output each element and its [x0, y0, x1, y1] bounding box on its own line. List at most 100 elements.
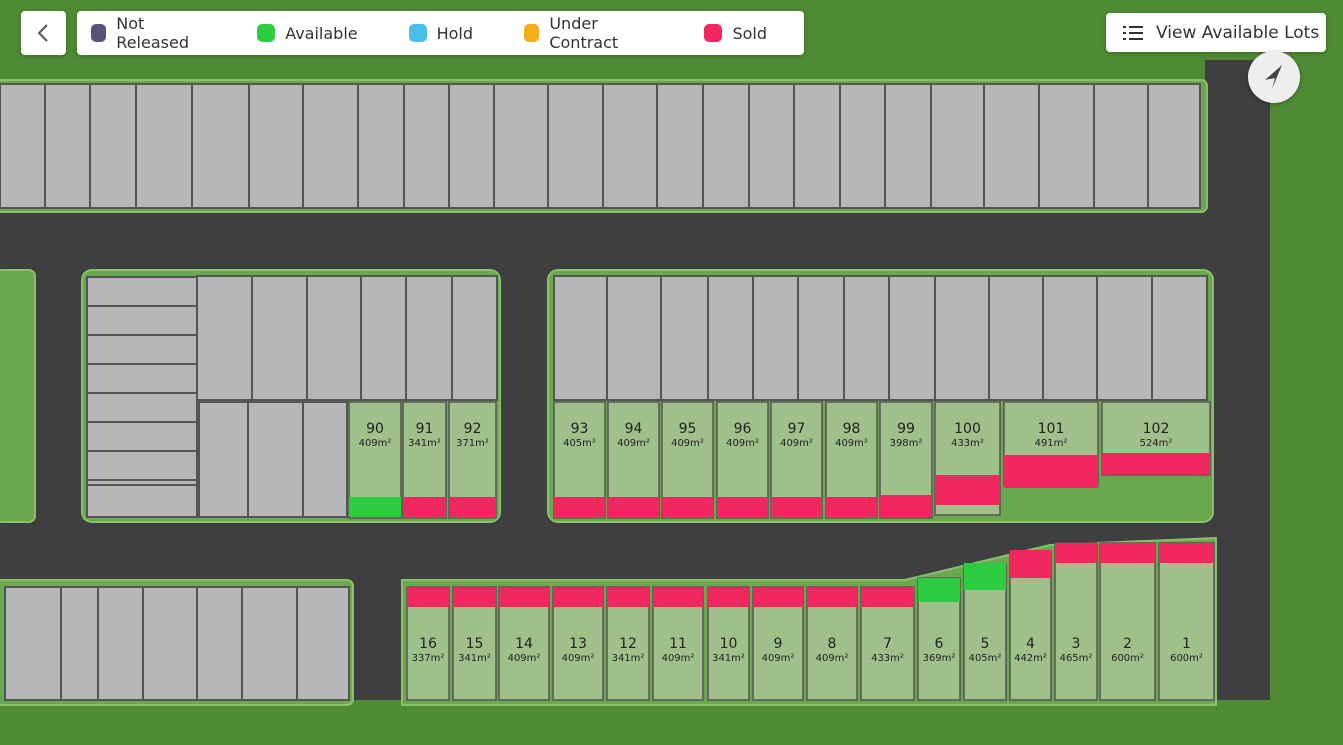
lot-status	[708, 587, 749, 607]
lot-status	[349, 497, 401, 517]
lot	[1099, 542, 1156, 701]
lot-number: 91	[416, 421, 434, 437]
lot-shape	[357, 83, 405, 209]
lot-number: 9	[774, 636, 783, 652]
lot-shape	[360, 275, 407, 401]
lot-number: 14	[515, 636, 533, 652]
lot-area: 442m²	[1014, 653, 1047, 664]
lot-shape	[135, 83, 193, 209]
lot-shape	[797, 275, 845, 401]
lot-shape	[198, 401, 249, 518]
lot-status	[453, 587, 496, 607]
lot-area: 491m²	[1035, 438, 1068, 449]
unreleased-lots	[0, 83, 1208, 701]
lot-shape	[196, 586, 243, 701]
lot-status	[662, 497, 713, 517]
lot-area: 405m²	[969, 653, 1002, 664]
lot-shape	[983, 83, 1040, 209]
lot-area: 409m²	[508, 653, 541, 664]
lot-number: 102	[1143, 421, 1170, 437]
lot-area: 409m²	[671, 438, 704, 449]
lot-shape	[1042, 275, 1098, 401]
lot-shape	[302, 83, 359, 209]
lot-status	[607, 587, 649, 607]
lot-shape	[86, 450, 198, 481]
lot-status	[807, 587, 857, 607]
lot-shape	[448, 83, 495, 209]
lot-number: 1	[1182, 636, 1191, 652]
lot-area: 433m²	[871, 653, 904, 664]
lot-status	[1100, 543, 1155, 563]
lot-shape	[97, 586, 144, 701]
lot-status	[1010, 550, 1051, 578]
lot-status	[407, 587, 449, 607]
lot-status	[880, 495, 932, 517]
lot-shape	[296, 586, 350, 701]
legend-swatch	[408, 24, 427, 42]
legend-item: Available	[257, 24, 358, 43]
lot-shape	[748, 83, 795, 209]
lot-shape	[606, 275, 662, 401]
legend-label: Sold	[732, 23, 767, 43]
legend-item: Not Released	[91, 14, 206, 52]
lot-area: 341m²	[408, 438, 441, 449]
lot-status	[403, 497, 446, 517]
lot-number: 13	[569, 636, 587, 652]
legend-swatch	[704, 24, 723, 42]
lot-shape	[1096, 275, 1153, 401]
lot-shape	[602, 83, 658, 209]
lot-area: 409m²	[726, 438, 759, 449]
lot-status	[826, 497, 877, 517]
lot-shape	[988, 275, 1044, 401]
lot-shape	[702, 83, 750, 209]
legend-label: Under Contract	[549, 14, 619, 52]
lot-status	[499, 587, 549, 607]
lot-number: 90	[366, 421, 384, 437]
lot-shape	[888, 275, 936, 401]
lot-shape	[493, 83, 549, 209]
lot-area: 524m²	[1140, 438, 1173, 449]
back-button[interactable]	[21, 11, 66, 55]
lot-area: 371m²	[456, 438, 489, 449]
lot-status	[1102, 453, 1210, 475]
lot-number: 11	[669, 636, 687, 652]
lot-shape	[86, 305, 198, 336]
legend: Not Released Available Hold Under Contract S…	[77, 11, 804, 55]
lot-shape	[884, 83, 932, 209]
lot-shape	[86, 334, 198, 365]
lot-status	[554, 497, 605, 517]
lot-status	[1055, 543, 1097, 563]
lot-shape	[656, 83, 704, 209]
view-lots-button[interactable]: View Available Lots	[1106, 13, 1326, 52]
legend-swatch	[91, 24, 107, 42]
lot-status	[1159, 543, 1214, 563]
button-label: View Available Lots	[1156, 22, 1320, 43]
lot-area: 600m²	[1170, 653, 1203, 664]
lot-shape	[451, 275, 498, 401]
compass[interactable]	[1248, 51, 1300, 103]
lot-area: 341m²	[612, 653, 645, 664]
legend-label: Not Released	[116, 14, 189, 52]
lot-area: 433m²	[951, 438, 984, 449]
lot-shape	[86, 363, 198, 394]
legend-item: Under Contract	[524, 14, 653, 52]
lot-shape	[660, 275, 709, 401]
lot-shape	[251, 275, 308, 401]
lot-shape	[86, 421, 198, 452]
lot-shape	[1093, 83, 1149, 209]
lot-number: 12	[619, 636, 637, 652]
lot-shape	[405, 275, 453, 401]
lot-shape	[142, 586, 198, 701]
legend-label: Hold	[436, 23, 474, 43]
lot-area: 369m²	[923, 653, 956, 664]
lot-shape	[86, 484, 198, 518]
lot-shape	[752, 275, 799, 401]
lot-shape	[247, 401, 304, 518]
lot-shape	[839, 83, 886, 209]
lot-number: 96	[734, 421, 752, 437]
lot-shape	[306, 275, 362, 401]
lot-number: 7	[883, 636, 892, 652]
lot-shape	[86, 276, 198, 307]
